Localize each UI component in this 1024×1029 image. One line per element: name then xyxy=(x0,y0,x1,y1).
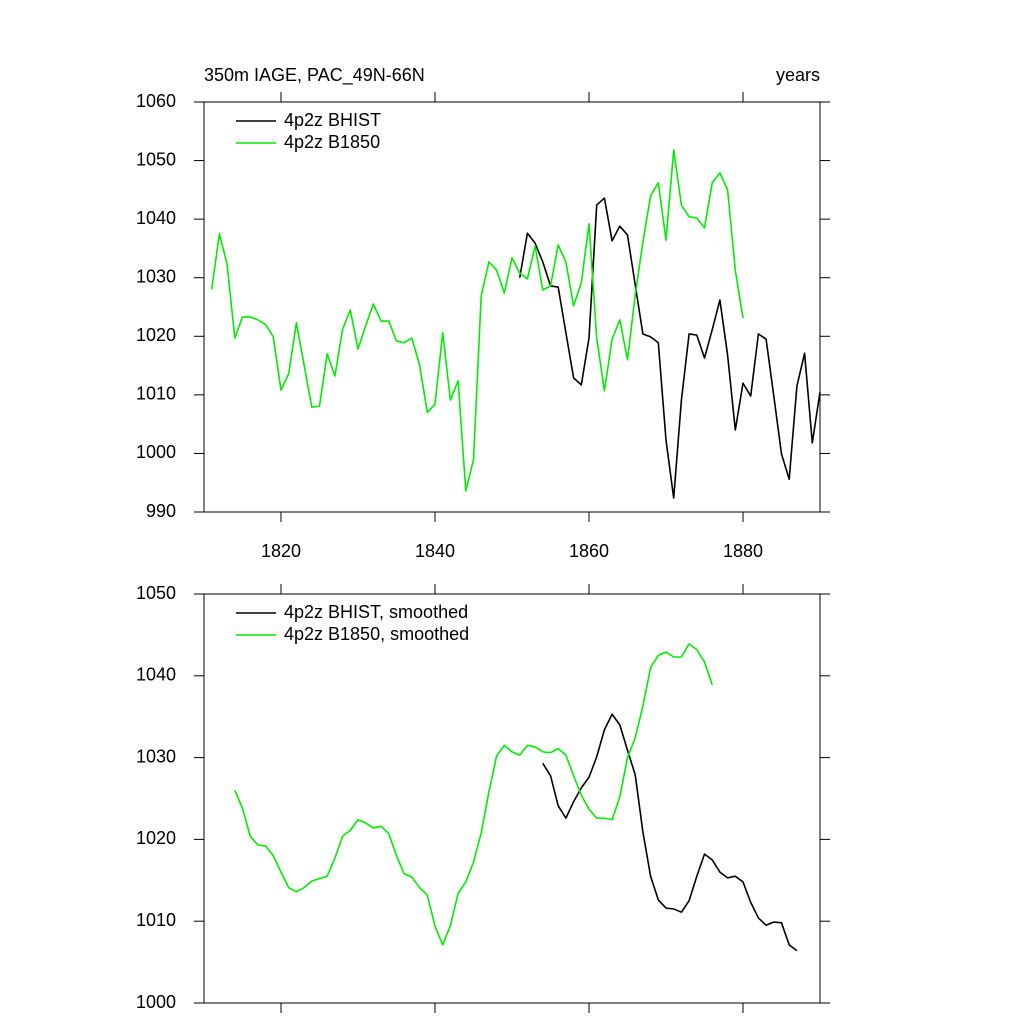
series-line xyxy=(518,197,821,499)
units-label: years xyxy=(776,65,820,85)
legend-label: 4p2z B1850, smoothed xyxy=(284,624,469,644)
x-tick-label: 1840 xyxy=(415,541,455,561)
plot-frame xyxy=(203,593,821,1004)
y-tick-label: 1000 xyxy=(136,992,176,1012)
legend-label: 4p2z BHIST, smoothed xyxy=(284,602,468,622)
y-tick-label: 1010 xyxy=(136,910,176,930)
legend-label: 4p2z B1850 xyxy=(284,132,380,152)
y-tick-label: 1020 xyxy=(136,325,176,345)
x-tick-label: 1880 xyxy=(723,541,763,561)
chart-title: 350m IAGE, PAC_49N-66N xyxy=(204,65,425,86)
x-tick-label: 1820 xyxy=(261,541,301,561)
series-line xyxy=(542,713,798,952)
y-tick-label: 1010 xyxy=(136,384,176,404)
series-line xyxy=(234,643,713,946)
y-tick-label: 1050 xyxy=(136,583,176,603)
y-tick-label: 1050 xyxy=(136,149,176,169)
y-tick-label: 1020 xyxy=(136,828,176,848)
y-tick-label: 1060 xyxy=(136,91,176,111)
y-tick-label: 1040 xyxy=(136,208,176,228)
y-tick-label: 1000 xyxy=(136,442,176,462)
series-line xyxy=(210,149,744,492)
legend-label: 4p2z BHIST xyxy=(284,110,381,130)
x-tick-label: 1860 xyxy=(569,541,609,561)
y-tick-label: 990 xyxy=(146,501,176,521)
y-tick-label: 1030 xyxy=(136,746,176,766)
plot-frame xyxy=(203,101,821,513)
y-tick-label: 1030 xyxy=(136,266,176,286)
y-tick-label: 1040 xyxy=(136,665,176,685)
